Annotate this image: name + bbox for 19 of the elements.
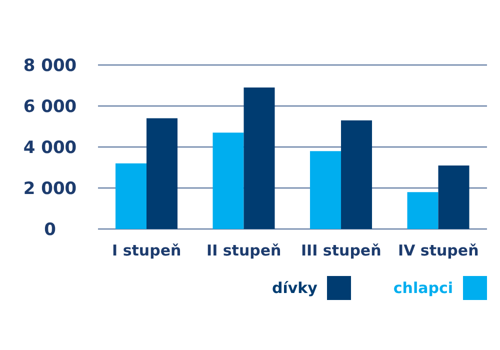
bar [407,192,438,229]
x-tick-label: I stupeň [112,242,182,260]
y-tick-label: 6 000 [23,97,77,118]
bar [310,151,342,229]
bar [116,163,147,229]
bar [341,120,372,229]
bar [146,118,178,229]
y-tick-label: 0 [44,220,56,240]
legend-label: chlapci [393,279,453,297]
x-tick-label: III stupeň [300,242,382,260]
y-tick-label: 8 000 [23,56,77,76]
y-tick-label: 4 000 [23,138,77,158]
x-tick-label: IV stupeň [398,242,479,260]
legend-label: dívky [272,279,318,297]
y-tick-label: 2 000 [23,179,77,200]
bar [244,88,275,229]
x-tick-label: II stupeň [206,242,282,260]
bar [438,165,470,229]
bar [212,132,244,229]
